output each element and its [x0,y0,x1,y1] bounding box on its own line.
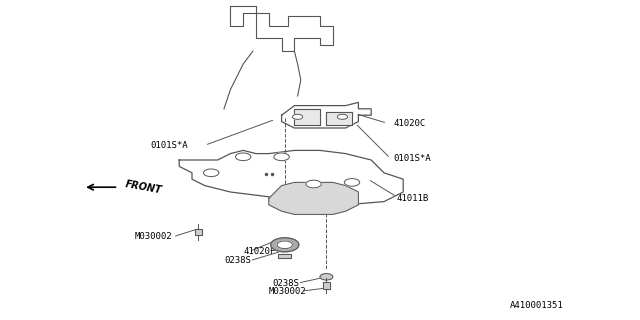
Circle shape [320,274,333,280]
Text: 0101S*A: 0101S*A [150,141,188,150]
Circle shape [204,169,219,177]
Text: 0101S*A: 0101S*A [394,154,431,163]
Polygon shape [195,229,202,235]
Text: A410001351: A410001351 [509,301,563,310]
Polygon shape [323,282,330,289]
Text: 41011B: 41011B [397,194,429,203]
Text: 41020F: 41020F [243,247,275,256]
Circle shape [306,180,321,188]
Polygon shape [294,109,320,125]
Circle shape [344,179,360,186]
Text: 0238S: 0238S [224,256,251,265]
Circle shape [292,114,303,119]
Text: FRONT: FRONT [125,179,163,195]
Circle shape [274,153,289,161]
Circle shape [337,114,348,119]
Circle shape [236,153,251,161]
Polygon shape [326,112,352,125]
Polygon shape [278,254,291,258]
Text: 41020C: 41020C [394,119,426,128]
Polygon shape [269,182,358,214]
Text: 0238S: 0238S [272,279,299,288]
Text: M030002: M030002 [134,232,172,241]
Circle shape [277,241,292,249]
Polygon shape [282,102,371,128]
Text: M030002: M030002 [269,287,307,296]
Circle shape [271,238,299,252]
Polygon shape [179,150,403,205]
